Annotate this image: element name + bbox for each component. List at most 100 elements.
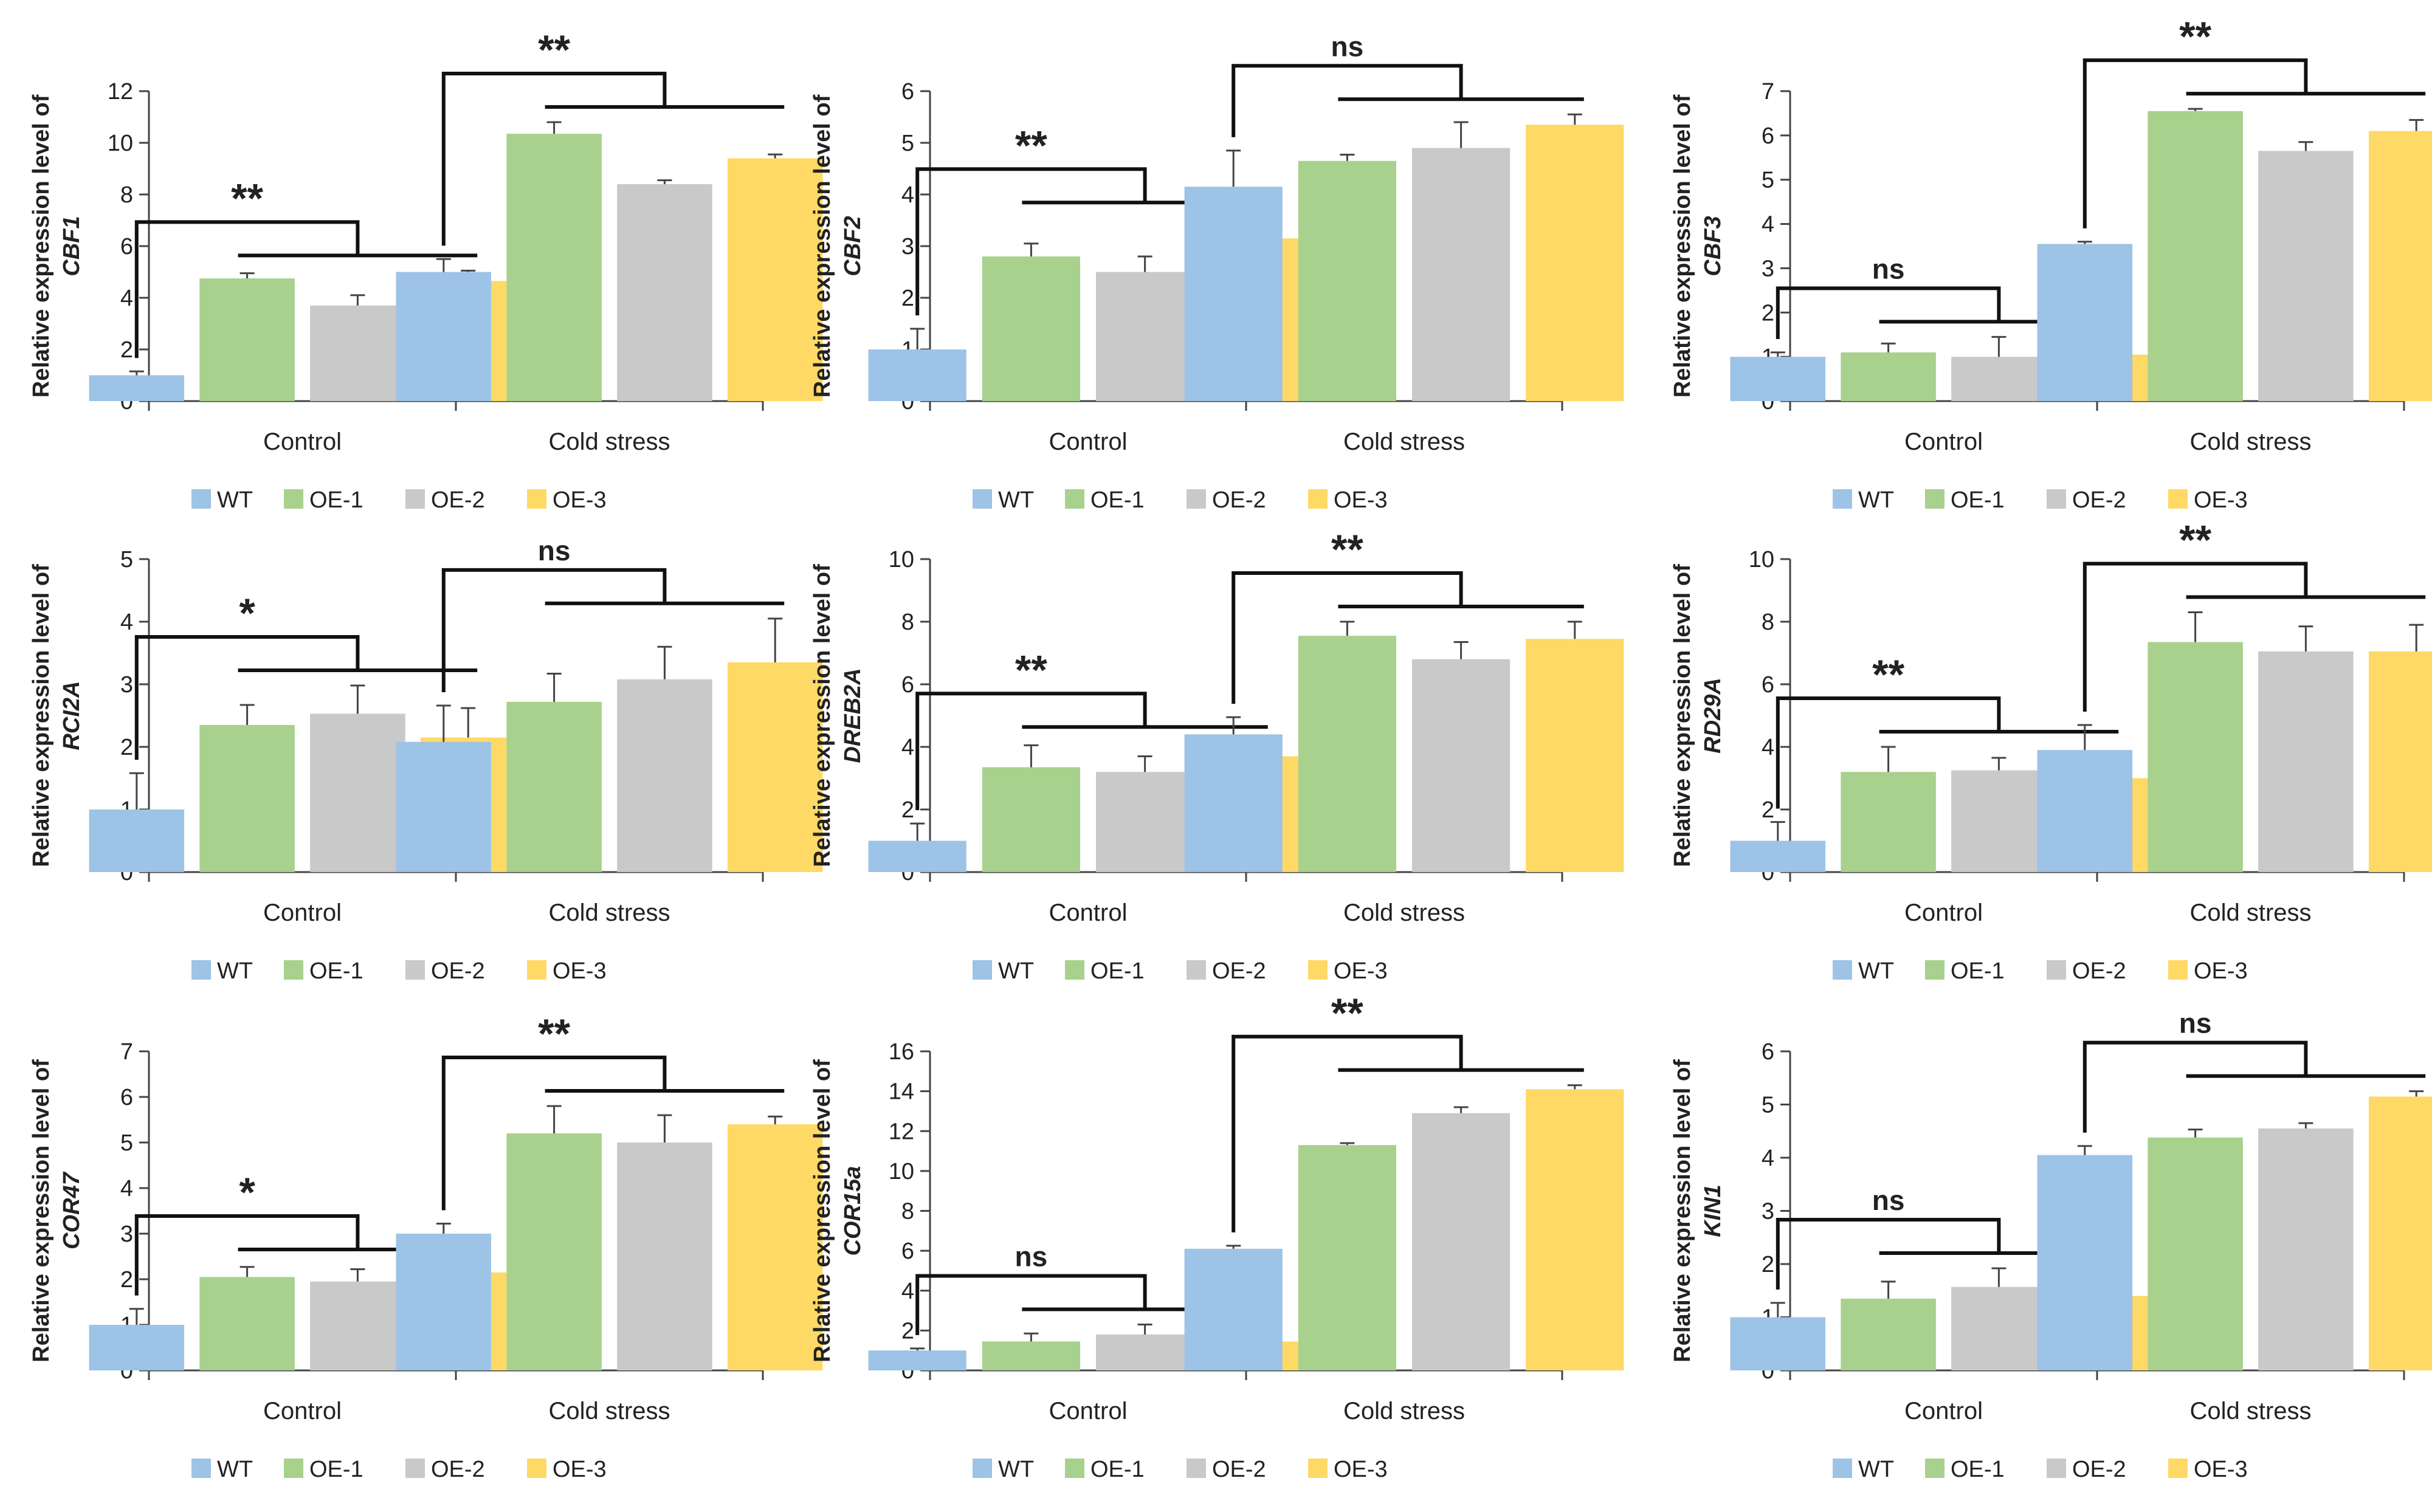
bar bbox=[982, 767, 1080, 872]
bar bbox=[1951, 1287, 2047, 1370]
legend-label: OE-1 bbox=[1951, 1457, 2005, 1482]
legend-swatch bbox=[284, 489, 303, 509]
bar bbox=[310, 713, 405, 872]
y-axis-title-prefix: Relative expression level of bbox=[1670, 564, 1695, 867]
y-tick-label: 4 bbox=[1762, 735, 1774, 760]
significance-label: ** bbox=[1331, 526, 1363, 572]
legend-label: WT bbox=[998, 1457, 1034, 1482]
legend-label: WT bbox=[1858, 958, 1894, 984]
y-axis-title: Relative expression level of COR15a bbox=[810, 1059, 866, 1363]
x-category-label: Control bbox=[1049, 428, 1128, 455]
x-category-label: Cold stress bbox=[2189, 1398, 2311, 1424]
legend-swatch bbox=[191, 960, 211, 980]
legend-swatch bbox=[191, 489, 211, 509]
x-category-label: Cold stress bbox=[1343, 428, 1465, 455]
y-tick-label: 5 bbox=[120, 1130, 133, 1156]
legend-label: OE-2 bbox=[2072, 1457, 2126, 1482]
bar bbox=[1951, 770, 2047, 872]
bar bbox=[982, 1341, 1080, 1370]
x-category-label: Cold stress bbox=[2189, 428, 2311, 455]
legend-label: OE-3 bbox=[553, 958, 607, 984]
legend-swatch bbox=[1925, 960, 1945, 980]
legend-label: OE-1 bbox=[1951, 958, 2005, 984]
significance-bracket bbox=[915, 167, 1147, 315]
y-tick-label: 6 bbox=[120, 234, 133, 259]
bar bbox=[1298, 1145, 1396, 1370]
y-axis-title-gene: RD29A bbox=[1700, 678, 1726, 754]
legend-swatch bbox=[973, 1459, 992, 1478]
significance-bracket bbox=[1232, 571, 1463, 704]
significance-label: ns bbox=[538, 535, 571, 566]
bar bbox=[2037, 244, 2133, 401]
bar bbox=[199, 278, 295, 401]
bar bbox=[727, 662, 823, 872]
y-tick-label: 3 bbox=[901, 234, 914, 259]
legend-swatch bbox=[1187, 489, 1206, 509]
chart-panel-kin1: 0123456Relative expression level ofKIN1n… bbox=[1670, 1008, 2432, 1482]
bar bbox=[1096, 772, 1194, 872]
bar bbox=[1526, 1089, 1624, 1370]
legend-swatch bbox=[1833, 489, 1852, 509]
bar bbox=[868, 840, 966, 872]
x-category-label: Cold stress bbox=[548, 899, 670, 926]
legend-swatch bbox=[2047, 960, 2066, 980]
bar bbox=[1730, 840, 1826, 872]
y-tick-label: 2 bbox=[901, 1318, 914, 1344]
bar bbox=[727, 158, 823, 401]
y-tick-label: 8 bbox=[120, 182, 133, 208]
y-axis-title: Relative expression level of DREB2A bbox=[810, 564, 866, 867]
legend-swatch bbox=[1833, 1459, 1852, 1478]
y-tick-label: 5 bbox=[1762, 168, 1774, 193]
bar bbox=[2037, 1155, 2133, 1370]
bar bbox=[2148, 642, 2243, 872]
y-tick-label: 2 bbox=[901, 286, 914, 311]
significance-bracket bbox=[441, 1056, 667, 1211]
y-tick-label: 4 bbox=[901, 735, 914, 760]
y-axis-title-gene: RCI2A bbox=[59, 681, 84, 750]
y-tick-label: 3 bbox=[1762, 1199, 1774, 1225]
significance-bracket bbox=[1776, 286, 2001, 339]
x-category-label: Cold stress bbox=[1343, 899, 1465, 926]
bar bbox=[1841, 772, 1936, 872]
significance-bracket bbox=[1232, 64, 1463, 137]
legend-label: OE-3 bbox=[553, 1457, 607, 1482]
bar bbox=[1298, 636, 1396, 872]
legend-swatch bbox=[527, 489, 546, 509]
y-tick-label: 2 bbox=[1762, 1252, 1774, 1277]
y-tick-label: 3 bbox=[120, 1222, 133, 1247]
legend-swatch bbox=[2168, 1459, 2188, 1478]
bar bbox=[89, 375, 185, 401]
significance-label: ** bbox=[1015, 122, 1047, 168]
legend-swatch bbox=[2168, 489, 2188, 509]
bar bbox=[1841, 1298, 1936, 1370]
y-axis-title-prefix: Relative expression level of bbox=[29, 1059, 54, 1363]
bar bbox=[199, 724, 295, 872]
y-axis-title-gene: CBF1 bbox=[59, 216, 84, 276]
legend-label: WT bbox=[217, 958, 253, 984]
bar bbox=[1184, 1248, 1283, 1370]
y-axis-title: Relative expression level of RCI2A bbox=[29, 564, 84, 867]
bar bbox=[2258, 651, 2354, 872]
y-tick-label: 4 bbox=[120, 610, 133, 635]
y-axis-title-prefix: Relative expression level of bbox=[1670, 1059, 1695, 1363]
significance-bracket bbox=[2082, 1040, 2308, 1133]
bar bbox=[617, 1143, 712, 1370]
legend-label: OE-2 bbox=[1212, 487, 1266, 513]
bar bbox=[1730, 1317, 1826, 1370]
chart-panel-cbf3: 01234567Relative expression level ofCBF3… bbox=[1670, 13, 2432, 513]
legend-swatch bbox=[1925, 489, 1945, 509]
x-category-label: Cold stress bbox=[2189, 899, 2311, 926]
legend-swatch bbox=[973, 489, 992, 509]
legend-label: OE-2 bbox=[2072, 958, 2126, 984]
legend-label: OE-3 bbox=[2194, 1457, 2248, 1482]
y-tick-label: 4 bbox=[1762, 1146, 1774, 1171]
bar bbox=[506, 134, 602, 401]
legend-label: OE-1 bbox=[1090, 958, 1145, 984]
y-axis-title-gene: CBF3 bbox=[1700, 216, 1726, 276]
bar bbox=[396, 741, 492, 872]
y-tick-label: 10 bbox=[889, 1159, 914, 1184]
y-axis-title: Relative expression level of RD29A bbox=[1670, 564, 1726, 867]
significance-label: ** bbox=[2179, 517, 2211, 563]
y-axis-title-gene: COR47 bbox=[59, 1171, 84, 1249]
